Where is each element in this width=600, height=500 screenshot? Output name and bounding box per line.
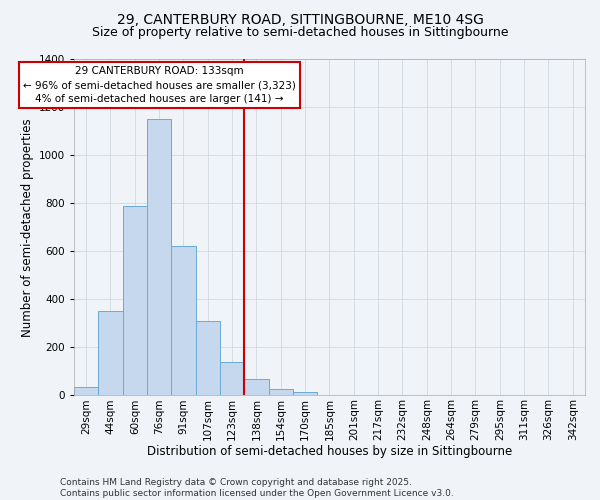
Text: 29, CANTERBURY ROAD, SITTINGBOURNE, ME10 4SG: 29, CANTERBURY ROAD, SITTINGBOURNE, ME10… (116, 12, 484, 26)
Bar (122, 206, 147, 396)
Bar (74, 387, 98, 396)
Bar (293, 392, 317, 396)
Bar (196, 321, 220, 396)
Bar (171, 246, 196, 396)
Bar (220, 362, 244, 396)
Text: Size of property relative to semi-detached houses in Sittingbourne: Size of property relative to semi-detach… (92, 26, 508, 39)
Text: 29 CANTERBURY ROAD: 133sqm
← 96% of semi-detached houses are smaller (3,323)
4% : 29 CANTERBURY ROAD: 133sqm ← 96% of semi… (23, 66, 296, 104)
Bar (269, 390, 293, 396)
Text: Contains HM Land Registry data © Crown copyright and database right 2025.
Contai: Contains HM Land Registry data © Crown c… (60, 478, 454, 498)
Bar (98, 312, 122, 396)
Bar (244, 378, 269, 396)
X-axis label: Distribution of semi-detached houses by size in Sittingbourne: Distribution of semi-detached houses by … (147, 444, 512, 458)
Bar (147, 119, 171, 396)
Y-axis label: Number of semi-detached properties: Number of semi-detached properties (22, 118, 34, 336)
